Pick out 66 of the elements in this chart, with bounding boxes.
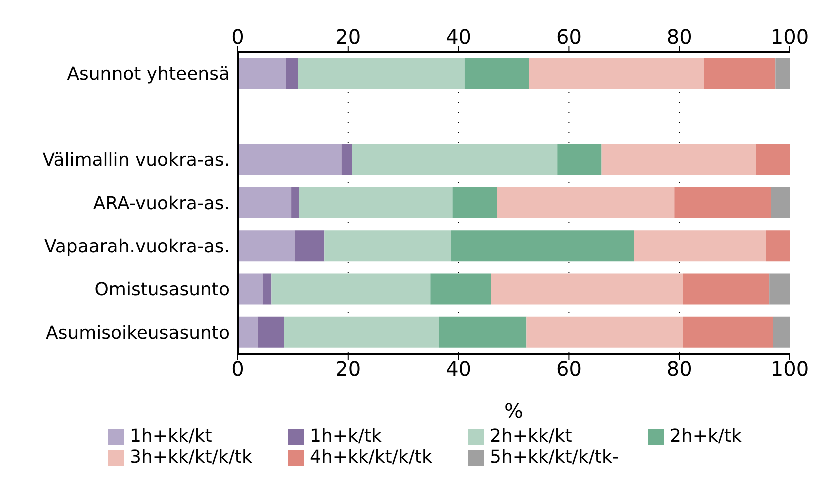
legend-label: 4h+kk/kt/k/tk: [310, 447, 432, 468]
bar: [766, 230, 790, 262]
bar: [558, 144, 602, 176]
bar: [770, 274, 790, 305]
bar: [452, 187, 498, 218]
bar: [238, 187, 292, 218]
bar: [284, 316, 440, 348]
y-tick-label: Asunnot yhteensä: [67, 64, 230, 85]
bar: [294, 230, 325, 262]
x2-tick-label: 80: [666, 25, 692, 49]
bar: [683, 316, 774, 348]
bar: [342, 144, 352, 176]
legend-label: 2h+k/tk: [670, 426, 742, 447]
legend-label: 5h+kk/kt/k/tk-: [490, 447, 619, 468]
bar: [439, 316, 527, 348]
bar: [324, 230, 452, 262]
bar: [286, 58, 298, 89]
bar: [602, 144, 756, 176]
y-tick-label: Omistusasunto: [94, 280, 230, 301]
x2-tick-label: 100: [770, 25, 810, 49]
x-axis-title: %: [504, 399, 524, 423]
bar: [683, 274, 770, 305]
x-tick-label: 20: [336, 357, 362, 382]
bar: [529, 58, 704, 89]
bar: [238, 58, 286, 89]
bar: [430, 274, 492, 305]
x2-tick-label: 20: [336, 25, 362, 49]
x2-tick-label: 60: [556, 25, 582, 49]
bar: [238, 230, 295, 262]
y-tick-label: Asumisoikeusasunto: [46, 322, 230, 344]
legend-label: 3h+kk/kt/k/tk: [130, 447, 252, 468]
x-tick-label: 100: [770, 357, 810, 382]
x2-tick-label: 40: [446, 25, 472, 49]
bar: [352, 144, 558, 176]
legend-label: 1h+k/tk: [310, 426, 382, 447]
legend-label: 2h+kk/kt: [490, 426, 572, 447]
bar: [258, 316, 284, 348]
bar: [756, 144, 790, 176]
bar: [674, 187, 772, 218]
x-tick-label: 80: [666, 357, 692, 382]
bar: [238, 316, 258, 348]
x-tick-label: 0: [232, 357, 244, 382]
legend-label: 1h+kk/kt: [130, 426, 212, 447]
bar: [491, 274, 684, 305]
bar: [464, 58, 530, 89]
bar: [292, 187, 300, 218]
bar: [262, 274, 272, 305]
y-tick-label: ARA-vuokra-as.: [93, 193, 230, 214]
x-tick-label: 60: [556, 357, 582, 382]
bar: [299, 187, 453, 218]
y-tick-label: Vapaarah.vuokra-as.: [44, 236, 230, 258]
bar: [451, 230, 634, 262]
bar: [497, 187, 675, 218]
bar: [776, 58, 790, 89]
y-tick-label: Välimallin vuokra-as.: [42, 150, 230, 172]
bar: [238, 144, 342, 176]
bar: [526, 316, 684, 348]
x2-tick-label: 0: [232, 25, 244, 49]
bar: [773, 316, 790, 348]
bar: [771, 187, 790, 218]
x-tick-label: 40: [446, 357, 472, 382]
bar: [298, 58, 465, 89]
bar: [634, 230, 766, 262]
bar: [238, 274, 263, 305]
bar: [704, 58, 776, 89]
bar: [272, 274, 431, 305]
